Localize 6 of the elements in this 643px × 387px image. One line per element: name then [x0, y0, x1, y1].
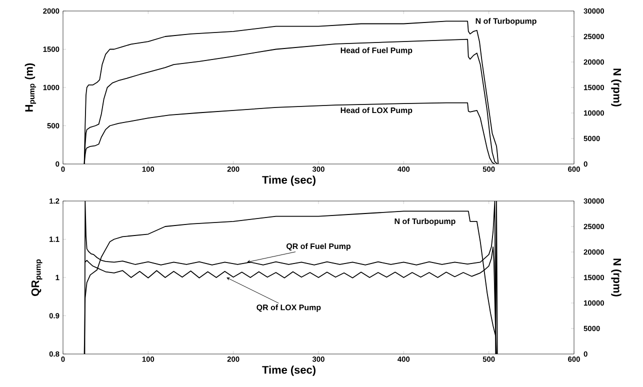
y2-axis-title: N (rpm)	[611, 258, 622, 296]
y-axis-title: QR$_{pump}$	[31, 259, 42, 296]
y-axis-title: H$_{pump}$ (m)	[24, 63, 36, 112]
x-axis-title: Time (sec)	[262, 176, 316, 186]
x-axis-title: Time (sec)	[262, 366, 316, 376]
y2-axis-title: N (rpm)	[611, 68, 622, 106]
